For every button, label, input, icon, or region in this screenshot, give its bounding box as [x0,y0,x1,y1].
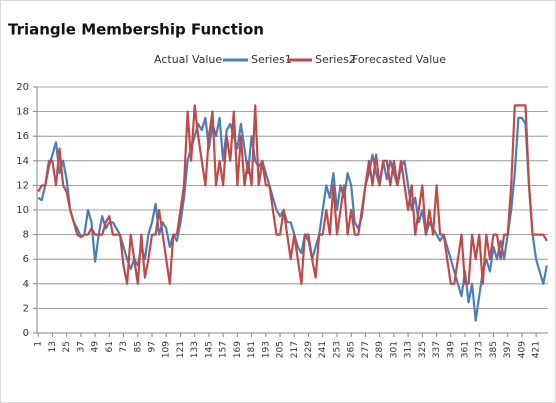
x-tick-label: 145 [204,341,214,358]
x-tick-label: 157 [219,341,229,358]
x-tick-label: 181 [247,341,257,358]
y-tick-label: 14 [16,156,29,167]
x-tick-label: 37 [76,341,86,352]
x-tick-label: 361 [461,341,471,358]
x-tick-label: 337 [432,341,442,358]
x-tick-label: 61 [105,341,115,352]
x-tick-label: 397 [503,341,513,358]
y-tick-label: 6 [23,254,29,265]
x-tick-label: 265 [347,341,357,358]
x-tick-label: 373 [475,341,485,358]
x-tick-label: 73 [119,341,129,352]
legend-label: Series1 [251,53,292,66]
x-tick-label: 229 [304,341,314,358]
x-tick-label: 253 [332,341,342,358]
x-tick-label: 385 [489,341,499,358]
x-tick-label: 169 [233,341,243,358]
legend: Actual Value Series1 Series2 Forecasted … [154,53,446,66]
x-tick-label: 325 [418,341,428,358]
x-tick-label: 313 [404,341,414,358]
x-tick-label: 301 [389,341,399,358]
y-tick-label: 12 [16,180,29,191]
x-tick-label: 409 [517,341,527,358]
y-tick-label: 4 [23,279,29,290]
x-tick-label: 121 [176,341,186,358]
x-tick-label: 25 [62,341,72,352]
x-tick-label: 217 [290,341,300,358]
chart-title: Triangle Membership Function [8,21,264,39]
legend-note: Actual Value [154,53,222,66]
y-tick-label: 16 [16,131,29,142]
x-tick-label: 421 [532,341,542,358]
series-line [37,116,548,322]
x-tick-label: 277 [361,341,371,358]
x-tick-label: 49 [91,341,101,353]
x-tick-label: 13 [48,341,58,352]
series-line [37,104,548,285]
legend-label: Series2 [315,53,356,66]
x-tick-label: 109 [162,341,172,358]
y-tick-label: 18 [16,107,29,118]
x-tick-label: 133 [190,341,200,358]
y-tick-label: 20 [16,82,29,93]
y-tick-label: 2 [23,303,29,314]
x-tick-label: 1 [34,341,44,347]
x-tick-label: 241 [318,341,328,358]
x-tick-label: 349 [446,341,456,358]
x-tick-label: 193 [261,341,271,358]
y-tick-label: 8 [23,230,29,241]
x-tick-label: 85 [133,341,143,352]
y-tick-label: 0 [23,328,29,339]
x-tick-label: 289 [375,341,385,358]
x-tick-label: 97 [148,341,158,352]
x-tick-label: 205 [276,341,286,358]
legend-note: Forecasted Value [352,53,446,66]
y-tick-label: 10 [16,205,29,216]
